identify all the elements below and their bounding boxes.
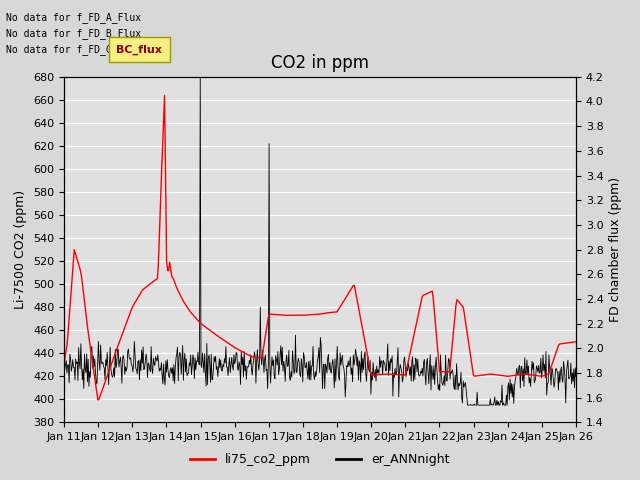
Text: No data for f_FD_A_Flux: No data for f_FD_A_Flux: [6, 12, 141, 23]
Legend: li75_co2_ppm, er_ANNnight: li75_co2_ppm, er_ANNnight: [186, 448, 454, 471]
Y-axis label: FD chamber flux (ppm): FD chamber flux (ppm): [609, 177, 622, 322]
Title: CO2 in ppm: CO2 in ppm: [271, 54, 369, 72]
Y-axis label: Li-7500 CO2 (ppm): Li-7500 CO2 (ppm): [15, 190, 28, 309]
Text: BC_flux: BC_flux: [116, 45, 162, 55]
Text: No data for f_FD_C_Flux: No data for f_FD_C_Flux: [6, 44, 141, 55]
Text: No data for f_FD_B_Flux: No data for f_FD_B_Flux: [6, 28, 141, 39]
